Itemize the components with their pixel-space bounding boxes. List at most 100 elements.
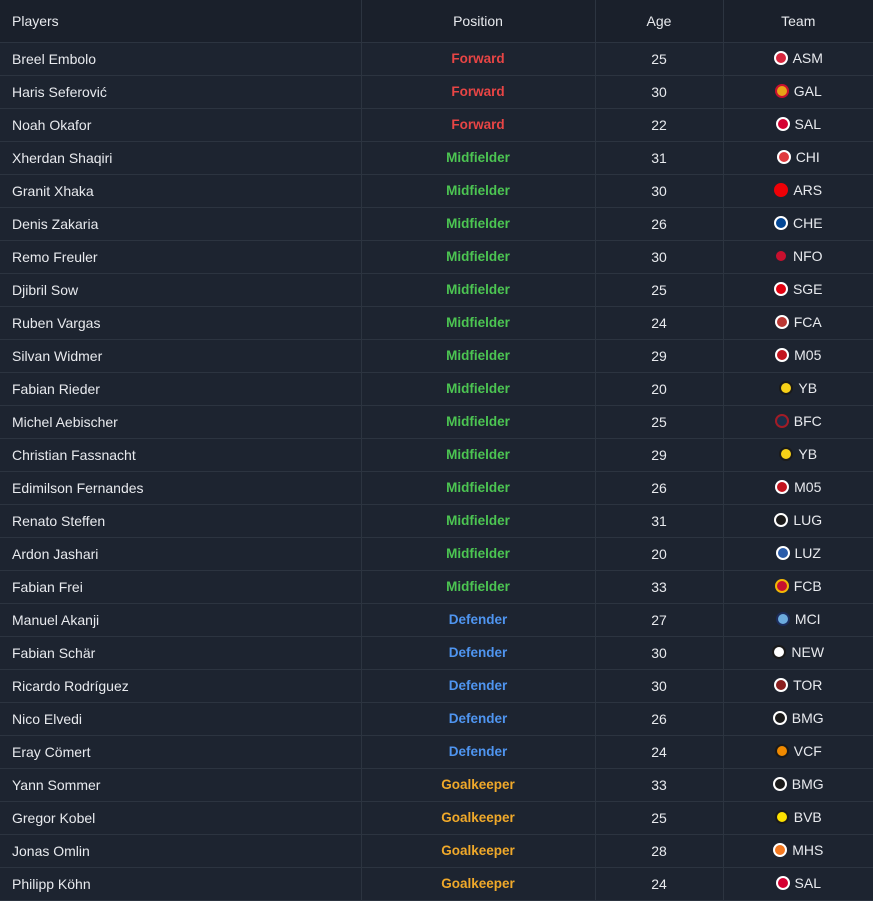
player-name[interactable]: Fabian Schär [0,636,362,670]
team-cell-content: ARS [774,182,822,198]
table-header: Players Position Age Team [0,0,873,43]
player-age: 30 [595,75,724,109]
table-row[interactable]: Michel Aebischer Midfielder 25 BFC [0,405,873,439]
player-team[interactable]: BMG [723,768,873,802]
player-name[interactable]: Ardon Jashari [0,537,362,571]
player-team[interactable]: ASM [723,42,873,76]
player-name[interactable]: Manuel Akanji [0,603,362,637]
position-column-header[interactable]: Position [361,0,596,43]
table-row[interactable]: Edimilson Fernandes Midfielder 26 M05 [0,471,873,505]
player-team[interactable]: GAL [723,75,873,109]
table-row[interactable]: Granit Xhaka Midfielder 30 ARS [0,174,873,208]
table-row[interactable]: Ruben Vargas Midfielder 24 FCA [0,306,873,340]
players-column-header[interactable]: Players [0,0,362,43]
player-name[interactable]: Denis Zakaria [0,207,362,241]
table-row[interactable]: Fabian Schär Defender 30 NEW [0,636,873,670]
player-team[interactable]: CHE [723,207,873,241]
player-team[interactable]: YB [723,438,873,472]
table-row[interactable]: Fabian Frei Midfielder 33 FCB [0,570,873,604]
player-team[interactable]: FCA [723,306,873,340]
player-team[interactable]: LUZ [723,537,873,571]
table-row[interactable]: Ardon Jashari Midfielder 20 LUZ [0,537,873,571]
player-name[interactable]: Renato Steffen [0,504,362,538]
table-row[interactable]: Gregor Kobel Goalkeeper 25 BVB [0,801,873,835]
player-name[interactable]: Fabian Frei [0,570,362,604]
player-name[interactable]: Haris Seferović [0,75,362,109]
player-name[interactable]: Christian Fassnacht [0,438,362,472]
yb-crest-icon [779,446,794,461]
player-team[interactable]: ARS [723,174,873,208]
player-team[interactable]: M05 [723,471,873,505]
player-team[interactable]: BVB [723,801,873,835]
player-team[interactable]: MCI [723,603,873,637]
table-row[interactable]: Nico Elvedi Defender 26 BMG [0,702,873,736]
player-name[interactable]: Edimilson Fernandes [0,471,362,505]
player-name[interactable]: Granit Xhaka [0,174,362,208]
player-name[interactable]: Gregor Kobel [0,801,362,835]
player-name[interactable]: Nico Elvedi [0,702,362,736]
table-row[interactable]: Breel Embolo Forward 25 ASM [0,42,873,76]
player-position: Midfielder [361,438,596,472]
player-team[interactable]: NFO [723,240,873,274]
table-row[interactable]: Christian Fassnacht Midfielder 29 YB [0,438,873,472]
table-row[interactable]: Denis Zakaria Midfielder 26 CHE [0,207,873,241]
player-name[interactable]: Jonas Omlin [0,834,362,868]
player-team[interactable]: SAL [723,867,873,901]
table-row[interactable]: Yann Sommer Goalkeeper 33 BMG [0,768,873,802]
player-position: Defender [361,603,596,637]
player-name[interactable]: Philipp Köhn [0,867,362,901]
age-column-header[interactable]: Age [595,0,724,43]
player-team[interactable]: SAL [723,108,873,142]
player-team[interactable]: BFC [723,405,873,439]
table-row[interactable]: Xherdan Shaqiri Midfielder 31 CHI [0,141,873,175]
table-row[interactable]: Eray Cömert Defender 24 VCF [0,735,873,769]
player-team[interactable]: TOR [723,669,873,703]
table-row[interactable]: Ricardo Rodríguez Defender 30 TOR [0,669,873,703]
team-abbreviation: NEW [791,643,825,660]
table-row[interactable]: Jonas Omlin Goalkeeper 28 MHS [0,834,873,868]
player-name[interactable]: Eray Cömert [0,735,362,769]
table-row[interactable]: Renato Steffen Midfielder 31 LUG [0,504,873,538]
table-row[interactable]: Manuel Akanji Defender 27 MCI [0,603,873,637]
table-row[interactable]: Djibril Sow Midfielder 25 SGE [0,273,873,307]
table-row[interactable]: Philipp Köhn Goalkeeper 24 SAL [0,867,873,901]
table-row[interactable]: Remo Freuler Midfielder 30 NFO [0,240,873,274]
player-position: Defender [361,702,596,736]
player-name[interactable]: Ruben Vargas [0,306,362,340]
player-team[interactable]: YB [723,372,873,406]
player-team[interactable]: FCB [723,570,873,604]
player-name[interactable]: Silvan Widmer [0,339,362,373]
player-team[interactable]: NEW [723,636,873,670]
player-age: 25 [595,42,724,76]
table-row[interactable]: Noah Okafor Forward 22 SAL [0,108,873,142]
player-team[interactable]: SGE [723,273,873,307]
table-row[interactable]: Haris Seferović Forward 30 GAL [0,75,873,109]
player-name[interactable]: Noah Okafor [0,108,362,142]
yb-crest-icon [779,380,794,395]
player-age: 25 [595,273,724,307]
team-cell-content: TOR [774,677,822,693]
player-team[interactable]: CHI [723,141,873,175]
player-age: 25 [595,801,724,835]
new-crest-icon [772,644,787,659]
player-name[interactable]: Yann Sommer [0,768,362,802]
player-name[interactable]: Michel Aebischer [0,405,362,439]
table-row[interactable]: Fabian Rieder Midfielder 20 YB [0,372,873,406]
player-name[interactable]: Djibril Sow [0,273,362,307]
player-team[interactable]: LUG [723,504,873,538]
player-team[interactable]: M05 [723,339,873,373]
player-team[interactable]: VCF [723,735,873,769]
table-row[interactable]: Silvan Widmer Midfielder 29 M05 [0,339,873,373]
player-team[interactable]: MHS [723,834,873,868]
player-name[interactable]: Xherdan Shaqiri [0,141,362,175]
team-cell-content: LUZ [775,545,821,561]
player-name[interactable]: Fabian Rieder [0,372,362,406]
player-name[interactable]: Breel Embolo [0,42,362,76]
team-cell-content: CHI [776,149,820,165]
player-team[interactable]: BMG [723,702,873,736]
player-age: 30 [595,669,724,703]
player-name[interactable]: Remo Freuler [0,240,362,274]
player-age: 30 [595,240,724,274]
player-name[interactable]: Ricardo Rodríguez [0,669,362,703]
team-column-header[interactable]: Team [723,0,873,43]
